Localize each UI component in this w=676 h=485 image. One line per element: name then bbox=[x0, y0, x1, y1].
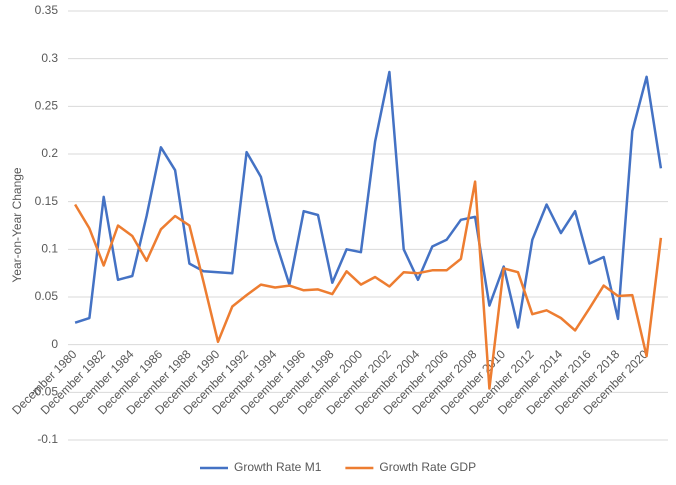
y-tick-label: -0.1 bbox=[37, 432, 58, 446]
y-tick-label: 0 bbox=[51, 337, 58, 351]
y-tick-label: 0.1 bbox=[41, 242, 58, 256]
y-axis-label: Year-on-Year Change bbox=[10, 167, 24, 283]
series-line bbox=[74, 70, 663, 329]
series-line bbox=[74, 180, 663, 390]
legend-label: Growth Rate GDP bbox=[379, 460, 476, 474]
y-tick-label: 0.25 bbox=[35, 99, 59, 113]
y-tick-label: 0.35 bbox=[35, 3, 59, 17]
y-tick-label: 0.3 bbox=[41, 51, 58, 65]
y-tick-label: 0.2 bbox=[41, 146, 58, 160]
legend-label: Growth Rate M1 bbox=[234, 460, 322, 474]
y-tick-label: -0.05 bbox=[31, 385, 59, 399]
y-tick-label: 0.15 bbox=[35, 194, 59, 208]
y-tick-label: 0.05 bbox=[35, 289, 59, 303]
